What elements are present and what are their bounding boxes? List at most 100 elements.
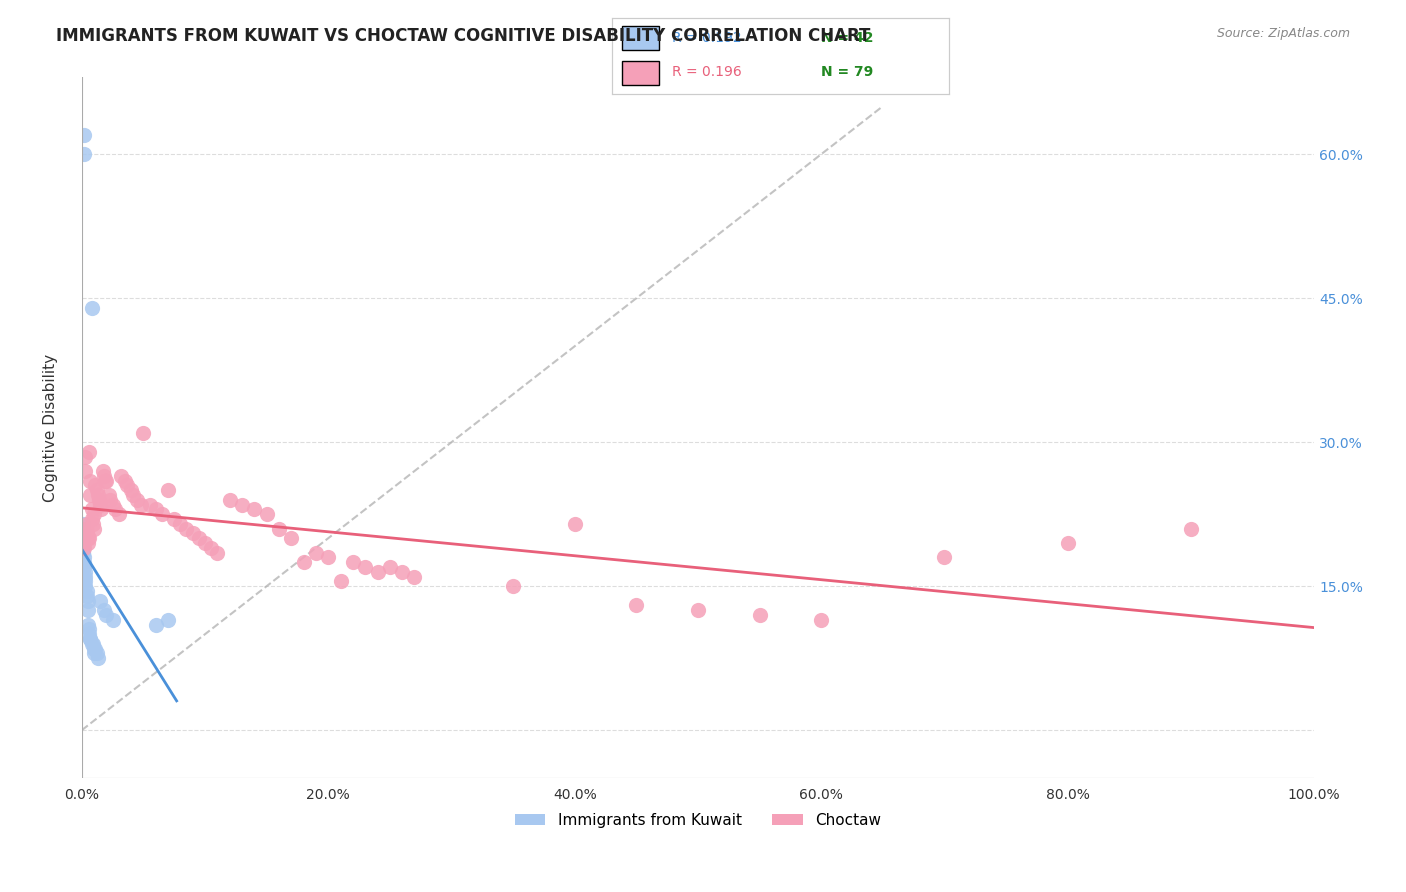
Legend: Immigrants from Kuwait, Choctaw: Immigrants from Kuwait, Choctaw [509,806,887,834]
Point [83,507,105,521]
Point [73,560,96,574]
Point [404,569,426,583]
Text: R = 0.192: R = 0.192 [672,31,742,45]
Point [502,579,524,593]
Point [169,516,191,531]
Point [79,632,101,646]
Point [79,474,101,488]
Point [75,464,97,478]
Point [83,522,105,536]
Point [72,516,94,531]
Point [73,555,96,569]
Point [80,301,103,315]
Point [75,450,97,464]
Point [138,498,160,512]
Point [83,647,105,661]
Y-axis label: Cognitive Disability: Cognitive Disability [44,354,58,502]
Point [76,526,98,541]
Point [354,560,377,574]
Point [75,565,97,579]
Point [77,627,100,641]
Point [87,488,110,502]
Point [75,569,97,583]
Point [86,647,108,661]
Point [810,613,832,627]
Point [329,574,352,589]
Point [150,507,173,521]
Point [156,613,179,627]
Point [163,512,186,526]
Point [76,584,98,599]
Point [72,531,94,545]
Point [145,617,167,632]
Point [87,651,110,665]
Point [72,531,94,545]
Point [73,147,96,161]
Point [72,536,94,550]
Point [86,483,108,498]
Text: N = 79: N = 79 [821,65,873,79]
Point [256,507,278,521]
Point [748,607,770,622]
Point [89,498,111,512]
Point [218,492,240,507]
Point [626,599,648,613]
Point [243,502,266,516]
Point [72,522,94,536]
Point [342,555,364,569]
Point [97,488,120,502]
Point [207,546,229,560]
Point [91,464,114,478]
Point [176,522,198,536]
Point [72,522,94,536]
Point [98,492,121,507]
Point [72,522,94,536]
Text: R = 0.196: R = 0.196 [672,65,742,79]
Point [72,546,94,560]
Point [84,641,107,656]
Point [101,613,124,627]
Point [1180,522,1202,536]
Point [194,536,217,550]
FancyBboxPatch shape [621,26,659,51]
Point [77,445,100,459]
Point [73,550,96,565]
Point [93,603,115,617]
Point [122,488,145,502]
Point [79,632,101,646]
Text: Source: ZipAtlas.com: Source: ZipAtlas.com [1216,27,1350,40]
Point [80,512,103,526]
Point [267,522,290,536]
Point [686,603,709,617]
Point [80,637,103,651]
Point [391,565,413,579]
Point [280,531,302,545]
Point [120,483,142,498]
Point [77,593,100,607]
Point [87,492,110,507]
Point [181,526,204,541]
Text: N = 42: N = 42 [821,31,873,45]
Point [231,498,253,512]
Point [72,531,94,545]
Point [77,617,100,632]
Point [132,425,155,440]
Point [96,607,118,622]
Point [129,498,152,512]
Point [76,589,98,603]
Point [79,488,101,502]
Point [96,474,118,488]
Point [93,468,115,483]
Point [378,560,401,574]
Point [82,516,104,531]
Point [77,623,100,637]
Point [156,483,179,498]
Point [73,128,96,142]
Point [564,516,586,531]
Point [200,541,222,555]
Point [110,468,132,483]
Point [76,516,98,531]
Point [80,502,103,516]
Point [75,579,97,593]
Point [73,536,96,550]
